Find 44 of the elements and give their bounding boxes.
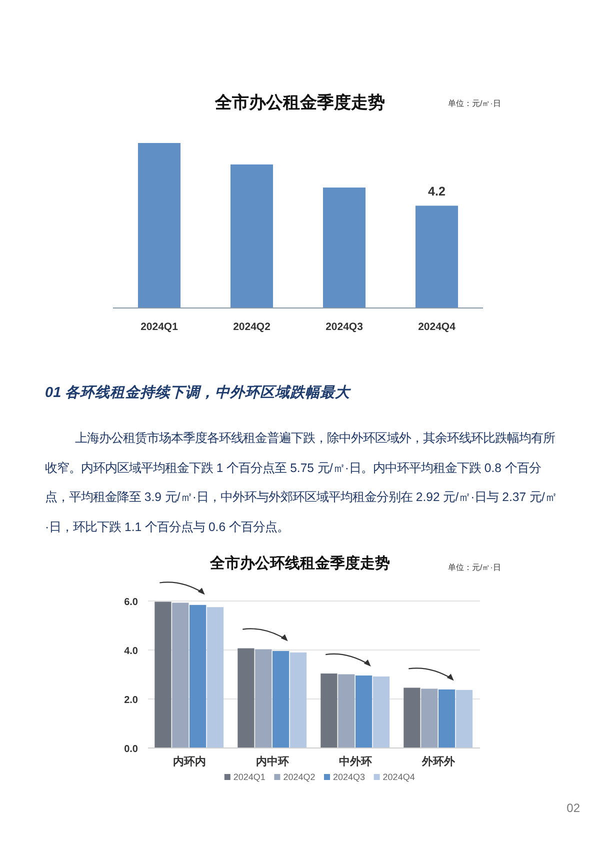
bar [356,675,372,748]
x-tick-label: 中外环 [339,755,372,768]
bar [404,688,420,748]
legend-label: 2024Q2 [283,772,316,782]
bar [238,648,254,748]
chart-title: 全市办公租金季度走势 [214,93,385,112]
x-tick-label: 2024Q2 [233,321,271,333]
chart-title: 全市办公环线租金季度走势 [209,554,390,572]
bar [415,206,458,308]
bar [456,690,473,748]
x-tick-label: 2024Q1 [140,321,178,333]
text: 01 各环线租金持续下调，中外环区域跌幅最大 [45,384,352,401]
bar [320,674,338,748]
legend-label: 2024Q3 [333,772,366,782]
bar [154,602,172,748]
annotation: 4.2 [428,184,446,199]
x-tick-label: 内环内 [173,755,206,768]
y-tick-label: 6.0 [124,597,138,608]
bar [255,649,272,748]
y-tick-label: 2.0 [124,695,138,706]
x-tick-label: 2024Q4 [418,321,456,333]
bar [372,676,390,748]
bar [230,164,274,308]
bar [138,143,181,308]
x-tick-label: 内中环 [256,755,289,768]
bar [206,607,224,748]
text: 单位：元/㎡·日 [448,99,501,108]
legend-label: 2024Q1 [233,772,266,782]
text: 单位：元/㎡·日 [448,563,501,572]
x-tick-label: 外环外 [421,755,456,768]
bar [338,674,355,748]
legend-label: 2024Q4 [382,772,415,782]
bar [290,652,307,748]
y-tick-label: 4.0 [124,646,138,657]
x-tick-label: 2024Q3 [326,321,364,333]
text: 02 [566,801,580,815]
y-tick-label: 0.0 [124,744,138,755]
bar [172,602,189,748]
text: 上海办公租赁市场本季度各环线租金普遍下跌，除中外环区域外，其余环线环比跌幅均有所收窄。内环内区域平均租金下跌 1 个百分点至 5.75 元/㎡·日。内中环平均租金下跌 0.8 个百分点，平均租金降至 3.9 元/㎡·日，中外环与外郊环区域平均租金分别在 2.92 元/㎡·日与 2.37 元/㎡·日，环比下跌 1.1 个百分点与 0.6 个百分点。 [45,431,557,534]
bar [438,689,456,748]
bar [421,688,438,748]
bar [272,650,290,748]
bar [322,188,366,308]
bar [190,604,206,748]
